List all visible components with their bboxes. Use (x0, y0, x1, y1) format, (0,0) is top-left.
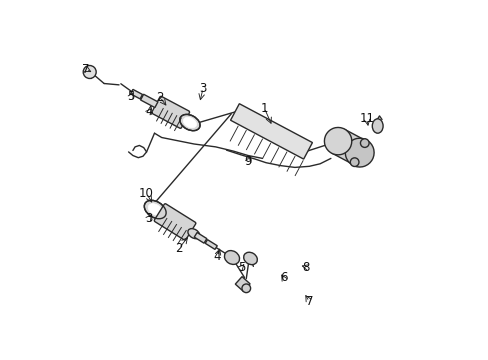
Ellipse shape (183, 117, 196, 128)
Bar (130, 89, 142, 99)
Text: 5: 5 (127, 90, 135, 103)
Text: 7: 7 (82, 63, 90, 76)
Ellipse shape (144, 200, 166, 219)
Text: 4: 4 (213, 250, 221, 263)
Text: 5: 5 (238, 261, 245, 274)
Text: 3: 3 (199, 82, 206, 95)
Ellipse shape (324, 127, 351, 155)
Ellipse shape (349, 158, 358, 166)
Text: 2: 2 (175, 242, 183, 255)
Text: 4: 4 (145, 105, 153, 118)
FancyBboxPatch shape (151, 96, 189, 128)
Ellipse shape (345, 138, 373, 167)
Ellipse shape (83, 66, 96, 78)
Text: 9: 9 (244, 156, 251, 168)
Ellipse shape (180, 114, 200, 131)
Bar (205, 240, 217, 249)
Text: 1: 1 (260, 102, 267, 114)
Ellipse shape (243, 252, 257, 265)
Bar (140, 94, 158, 108)
Text: 10: 10 (139, 187, 154, 200)
Bar (331, 129, 366, 165)
Ellipse shape (371, 119, 382, 133)
Text: 6: 6 (279, 271, 286, 284)
Text: 8: 8 (302, 261, 309, 274)
Ellipse shape (187, 229, 200, 239)
Ellipse shape (148, 204, 162, 215)
Ellipse shape (224, 251, 239, 264)
FancyBboxPatch shape (154, 204, 196, 240)
Text: 11: 11 (359, 112, 374, 125)
Bar (194, 233, 206, 243)
Text: 2: 2 (156, 91, 163, 104)
Text: 3: 3 (144, 212, 152, 225)
Bar (235, 276, 249, 291)
Text: 7: 7 (305, 295, 312, 308)
Bar (230, 104, 312, 159)
Ellipse shape (242, 284, 250, 293)
Ellipse shape (360, 139, 368, 147)
